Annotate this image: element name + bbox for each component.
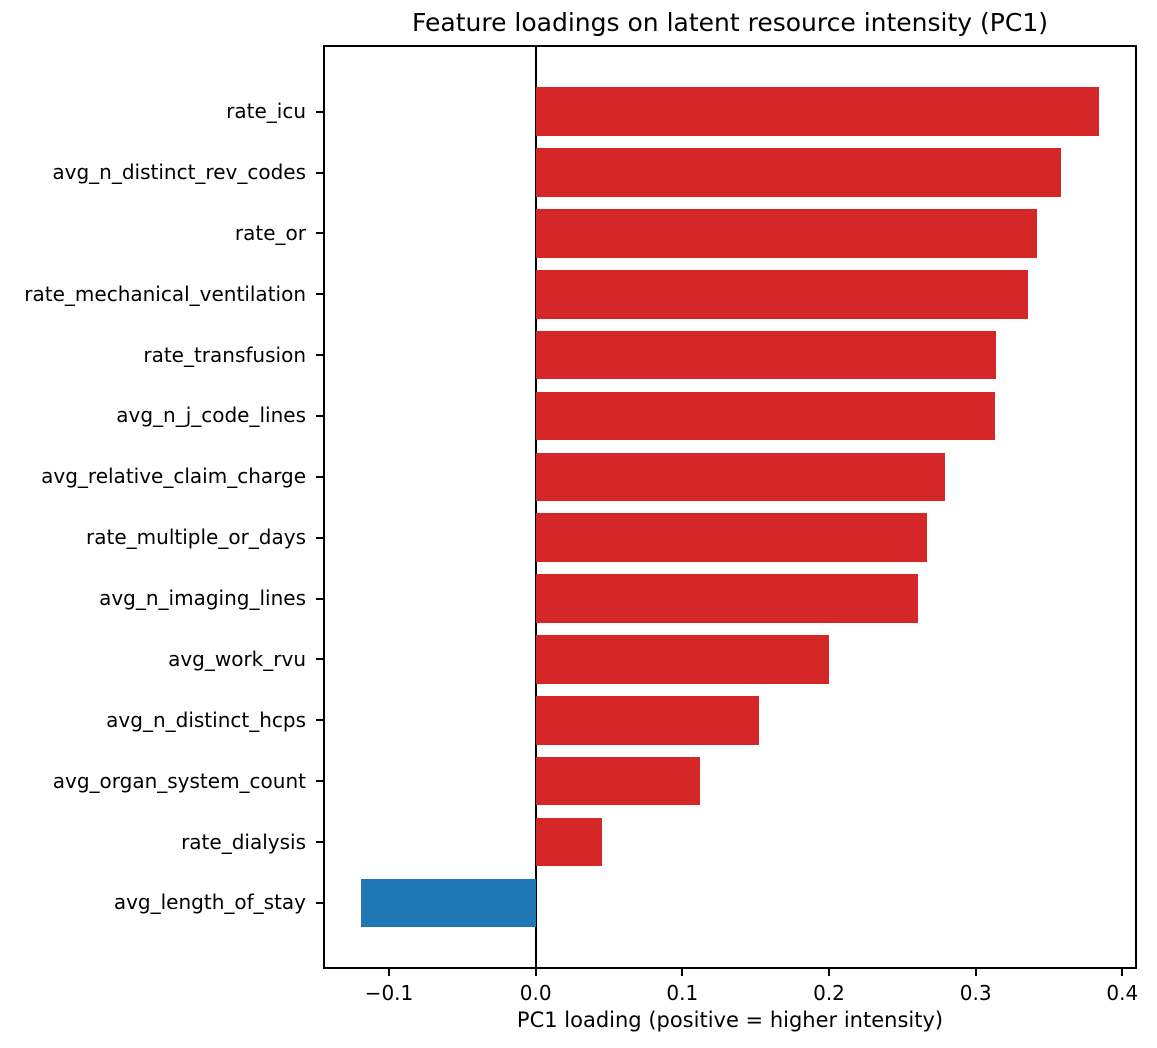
y-tick-mark bbox=[316, 780, 323, 783]
y-tick-label-rate_icu: rate_icu bbox=[226, 99, 306, 124]
y-tick-label-avg_work_rvu: avg_work_rvu bbox=[168, 646, 306, 671]
bar-avg_n_distinct_rev_codes bbox=[535, 148, 1061, 197]
x-tick-label: 0.3 bbox=[959, 981, 992, 1005]
bar-avg_n_j_code_lines bbox=[535, 391, 995, 441]
y-tick-label-rate_transfusion: rate_transfusion bbox=[143, 342, 306, 367]
bar-avg_work_rvu bbox=[535, 635, 829, 684]
y-tick-mark bbox=[316, 232, 323, 235]
y-tick-mark bbox=[316, 414, 323, 417]
y-tick-mark bbox=[316, 658, 323, 661]
bar-avg_length_of_stay bbox=[361, 878, 536, 928]
bar-avg_relative_claim_charge bbox=[535, 452, 945, 502]
y-tick-label-avg_n_distinct_hcps: avg_n_distinct_hcps bbox=[106, 707, 306, 732]
bar-rate_dialysis bbox=[535, 817, 602, 867]
y-tick-label-avg_organ_system_count: avg_organ_system_count bbox=[52, 768, 306, 793]
y-tick-label-avg_n_j_code_lines: avg_n_j_code_lines bbox=[116, 403, 306, 428]
y-tick-label-avg_length_of_stay: avg_length_of_stay bbox=[113, 890, 306, 915]
bar-avg_organ_system_count bbox=[535, 756, 700, 806]
bar-avg_n_imaging_lines bbox=[535, 574, 919, 623]
y-tick-mark bbox=[316, 110, 323, 113]
bar-rate_icu bbox=[535, 87, 1099, 136]
x-tick-mark bbox=[974, 969, 977, 976]
chart-title: Feature loadings on latent resource inte… bbox=[412, 8, 1048, 37]
y-tick-mark bbox=[316, 475, 323, 478]
x-tick-label: 0.0 bbox=[519, 981, 552, 1005]
bar-rate_multiple_or_days bbox=[535, 513, 928, 562]
x-tick-mark bbox=[388, 969, 390, 976]
x-tick-mark bbox=[534, 969, 537, 976]
y-tick-mark bbox=[316, 719, 323, 722]
y-tick-label-avg_relative_claim_charge: avg_relative_claim_charge bbox=[41, 464, 306, 489]
y-tick-mark bbox=[316, 597, 323, 600]
x-tick-mark bbox=[1121, 969, 1124, 976]
y-tick-label-rate_mechanical_ventilation: rate_mechanical_ventilation bbox=[24, 281, 306, 306]
x-axis-label: PC1 loading (positive = higher intensity… bbox=[516, 1008, 944, 1032]
y-tick-mark bbox=[316, 841, 323, 843]
x-tick-mark bbox=[828, 969, 830, 976]
y-tick-mark bbox=[316, 901, 323, 904]
x-tick-label: 0.2 bbox=[813, 981, 845, 1005]
bar-rate_or bbox=[535, 209, 1038, 258]
y-tick-mark bbox=[316, 354, 323, 357]
x-tick-label: 0.4 bbox=[1106, 981, 1139, 1005]
x-tick-label: −0.1 bbox=[364, 981, 414, 1005]
zero-reference-line bbox=[534, 45, 537, 969]
plot-area bbox=[323, 45, 1137, 969]
y-tick-label-rate_or: rate_or bbox=[234, 220, 306, 245]
bar-rate_mechanical_ventilation bbox=[535, 269, 1029, 319]
y-tick-mark bbox=[316, 171, 323, 174]
y-tick-label-rate_dialysis: rate_dialysis bbox=[181, 829, 306, 854]
y-tick-mark bbox=[316, 536, 323, 539]
x-tick-label: 0.1 bbox=[666, 981, 699, 1005]
y-tick-label-avg_n_imaging_lines: avg_n_imaging_lines bbox=[99, 586, 306, 611]
x-tick-mark bbox=[681, 969, 684, 976]
bar-rate_transfusion bbox=[535, 330, 997, 380]
bar-avg_n_distinct_hcps bbox=[535, 695, 759, 745]
y-tick-label-rate_multiple_or_days: rate_multiple_or_days bbox=[86, 525, 306, 550]
y-tick-label-avg_n_distinct_rev_codes: avg_n_distinct_rev_codes bbox=[52, 160, 306, 184]
y-tick-mark bbox=[316, 293, 323, 296]
